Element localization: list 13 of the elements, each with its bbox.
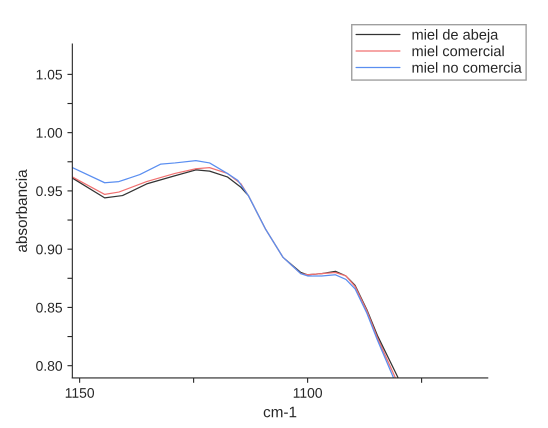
legend-label: miel comercial xyxy=(412,46,504,56)
legend-label: miel de abeja xyxy=(412,29,498,43)
y-tick-label: 0.80 xyxy=(36,361,62,371)
legend-label: miel no comercia xyxy=(412,62,522,73)
x-tick-label: 1150 xyxy=(66,388,94,398)
y-tick-label: 1.00 xyxy=(36,128,62,138)
y-tick-label: 1.05 xyxy=(36,70,62,80)
y-axis-title: absorbancia xyxy=(16,169,28,252)
x-axis-title: cm-1 xyxy=(264,406,296,418)
y-tick-label: 0.90 xyxy=(36,244,62,254)
y-tick-label: 0.95 xyxy=(36,186,62,196)
y-tick-label: 0.85 xyxy=(36,302,62,313)
x-tick-label: 1100 xyxy=(294,388,322,398)
